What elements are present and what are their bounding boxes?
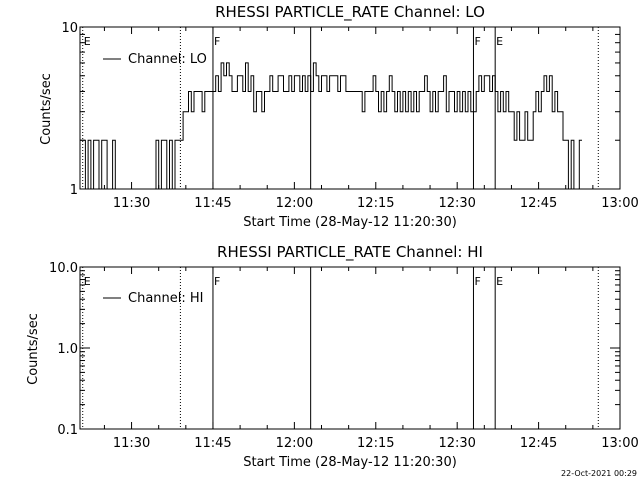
x-tick-label: 12:00 [276, 196, 313, 211]
plot-area: 11:30 11:45 12:00 12:15 12:30 12:45 13:00 1 10 E F… [61, 21, 638, 211]
event-marker-label: E [84, 275, 91, 288]
panel-lo: RHESSI PARTICLE_RATE Channel: LO 11:30 11… [39, 3, 639, 230]
event-marker-label: F [474, 275, 480, 288]
y-tick-label: 1.0 [57, 342, 78, 357]
x-axis-label: Start Time (28-May-12 11:20:30) [243, 455, 457, 470]
y-axis-label: Counts/sec [26, 313, 41, 385]
y-tick-label: 10 [61, 21, 78, 36]
x-tick-label: 12:45 [520, 196, 557, 211]
panel-hi: RHESSI PARTICLE_RATE Channel: HI 11:30 11… [26, 243, 639, 470]
x-tick-label: 11:45 [194, 196, 231, 211]
event-marker-label: E [84, 35, 91, 48]
x-axis-label: Start Time (28-May-12 11:20:30) [243, 215, 457, 230]
footer-timestamp: 22-Oct-2021 00:29 [561, 469, 637, 478]
x-tick-label: 11:30 [113, 196, 150, 211]
x-tick-label: 12:30 [438, 196, 475, 211]
series-line [80, 62, 582, 190]
x-tick-label: 13:00 [601, 196, 638, 211]
plot-area: 11:30 11:45 12:00 12:15 12:30 12:45 13:00 0.1 1.… [49, 261, 639, 451]
y-axis-label: Counts/sec [39, 73, 54, 145]
x-tick-label: 12:30 [438, 436, 475, 451]
x-tick-label: 12:15 [357, 196, 394, 211]
event-marker-label: E [496, 35, 503, 48]
x-tick-label: 12:45 [520, 436, 557, 451]
x-tick-label: 12:00 [276, 436, 313, 451]
axes-frame [79, 26, 621, 190]
legend: Channel: LO [103, 52, 207, 67]
event-marker-label: F [214, 35, 220, 48]
event-marker-label: E [496, 275, 503, 288]
y-tick-label: 1 [70, 183, 78, 198]
legend-label: Channel: HI [128, 291, 204, 306]
x-tick-label: 11:45 [194, 436, 231, 451]
x-tick-label: 13:00 [601, 436, 638, 451]
x-tick-label: 11:30 [113, 436, 150, 451]
chart-title: RHESSI PARTICLE_RATE Channel: HI [217, 243, 483, 262]
event-marker-label: F [214, 275, 220, 288]
legend-label: Channel: LO [128, 52, 207, 67]
x-tick-label: 12:15 [357, 436, 394, 451]
legend: Channel: HI [103, 291, 204, 306]
y-tick-label: 10.0 [49, 261, 78, 276]
chart-title: RHESSI PARTICLE_RATE Channel: LO [215, 3, 485, 22]
event-marker-label: F [474, 35, 480, 48]
y-tick-label: 0.1 [57, 423, 78, 438]
